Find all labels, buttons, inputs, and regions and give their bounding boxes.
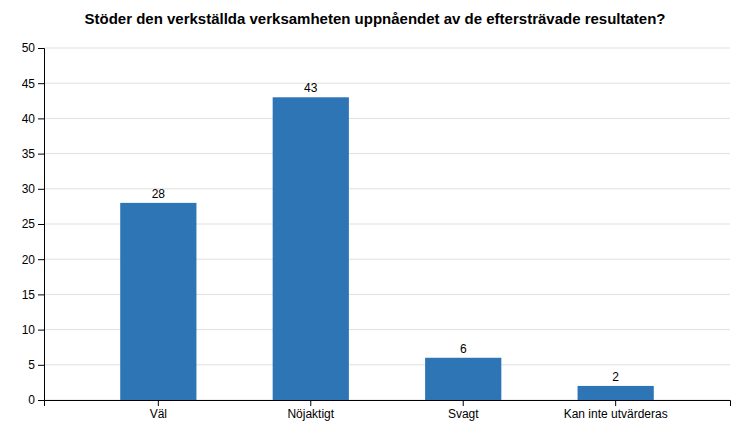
chart-container: Stöder den verkställda verksamheten uppn…: [0, 0, 750, 436]
x-tick-label: Nöjaktigt: [287, 407, 334, 421]
data-label: 43: [304, 81, 318, 95]
data-label: 6: [460, 342, 467, 356]
chart-title: Stöder den verkställda verksamheten uppn…: [84, 10, 665, 27]
bar: [273, 97, 349, 400]
y-tick-label: 30: [22, 182, 36, 196]
x-tick: Svagt: [448, 400, 479, 421]
y-tick-mark: [38, 118, 44, 119]
x-tick-mark: [463, 400, 464, 406]
data-label: 28: [152, 187, 166, 201]
y-tick-mark: [38, 294, 44, 295]
x-tick: Nöjaktigt: [287, 400, 334, 421]
y-tick-mark: [38, 83, 44, 84]
plot-area: 0 5 10 15 20 25 30 35 40 45 50 Väl Nöjaktigt Svagt Kan…: [22, 41, 731, 420]
y-tick-mark: [38, 259, 44, 260]
y-tick-label: 20: [22, 253, 36, 267]
y-tick-label: 10: [22, 323, 36, 337]
x-tick-label: Svagt: [448, 407, 479, 421]
y-tick: 10: [22, 323, 44, 337]
data-labels: 28 43 6 2: [152, 81, 620, 384]
grid-line: [44, 118, 730, 119]
bar: [120, 203, 196, 400]
bar: [425, 358, 501, 400]
y-tick-mark: [38, 48, 44, 49]
x-tick-label: Kan inte utvärderas: [564, 407, 668, 421]
grid: [44, 48, 730, 400]
grid-line: [44, 188, 730, 189]
y-tick-label: 45: [22, 77, 36, 91]
y-tick-label: 40: [22, 112, 36, 126]
y-tick-mark: [38, 224, 44, 225]
y-tick-mark: [38, 189, 44, 190]
y-tick-label: 25: [22, 217, 36, 231]
y-tick: 40: [22, 112, 44, 126]
y-tick: 20: [22, 253, 44, 267]
y-tick-mark: [38, 365, 44, 366]
grid-line: [44, 153, 730, 154]
x-tick: Väl: [150, 400, 167, 421]
y-tick-label: 5: [28, 358, 35, 372]
y-tick-label: 50: [22, 41, 36, 55]
x-tick-mark: [310, 400, 311, 406]
x-tick-mark: [158, 400, 159, 406]
y-tick-label: 15: [22, 288, 36, 302]
x-axis: Väl Nöjaktigt Svagt Kan inte utvärderas: [45, 400, 731, 421]
x-tick-mark: [615, 400, 616, 406]
y-axis-line: [38, 49, 45, 401]
y-tick-label: 0: [28, 393, 35, 407]
chart-svg: Stöder den verkställda verksamheten uppn…: [0, 0, 750, 436]
y-tick-label: 35: [22, 147, 36, 161]
grid-line: [44, 48, 730, 49]
y-tick: 15: [22, 288, 44, 302]
grid-line: [44, 83, 730, 84]
data-label: 2: [612, 370, 619, 384]
bars: [120, 97, 654, 400]
y-tick: 45: [22, 77, 44, 91]
y-tick: 50: [22, 41, 44, 55]
y-tick-mark: [38, 154, 44, 155]
y-tick: 25: [22, 217, 44, 231]
y-tick-mark: [38, 400, 44, 401]
y-tick: 30: [22, 182, 44, 196]
x-axis-line: [45, 401, 731, 407]
x-tick: Kan inte utvärderas: [564, 400, 668, 421]
x-tick-label: Väl: [150, 407, 167, 421]
y-tick: 0: [28, 393, 44, 407]
y-axis: 0 5 10 15 20 25 30 35 40 45 50: [22, 41, 45, 407]
y-tick: 5: [28, 358, 44, 372]
y-tick-mark: [38, 330, 44, 331]
y-tick: 35: [22, 147, 44, 161]
bar: [578, 386, 654, 400]
